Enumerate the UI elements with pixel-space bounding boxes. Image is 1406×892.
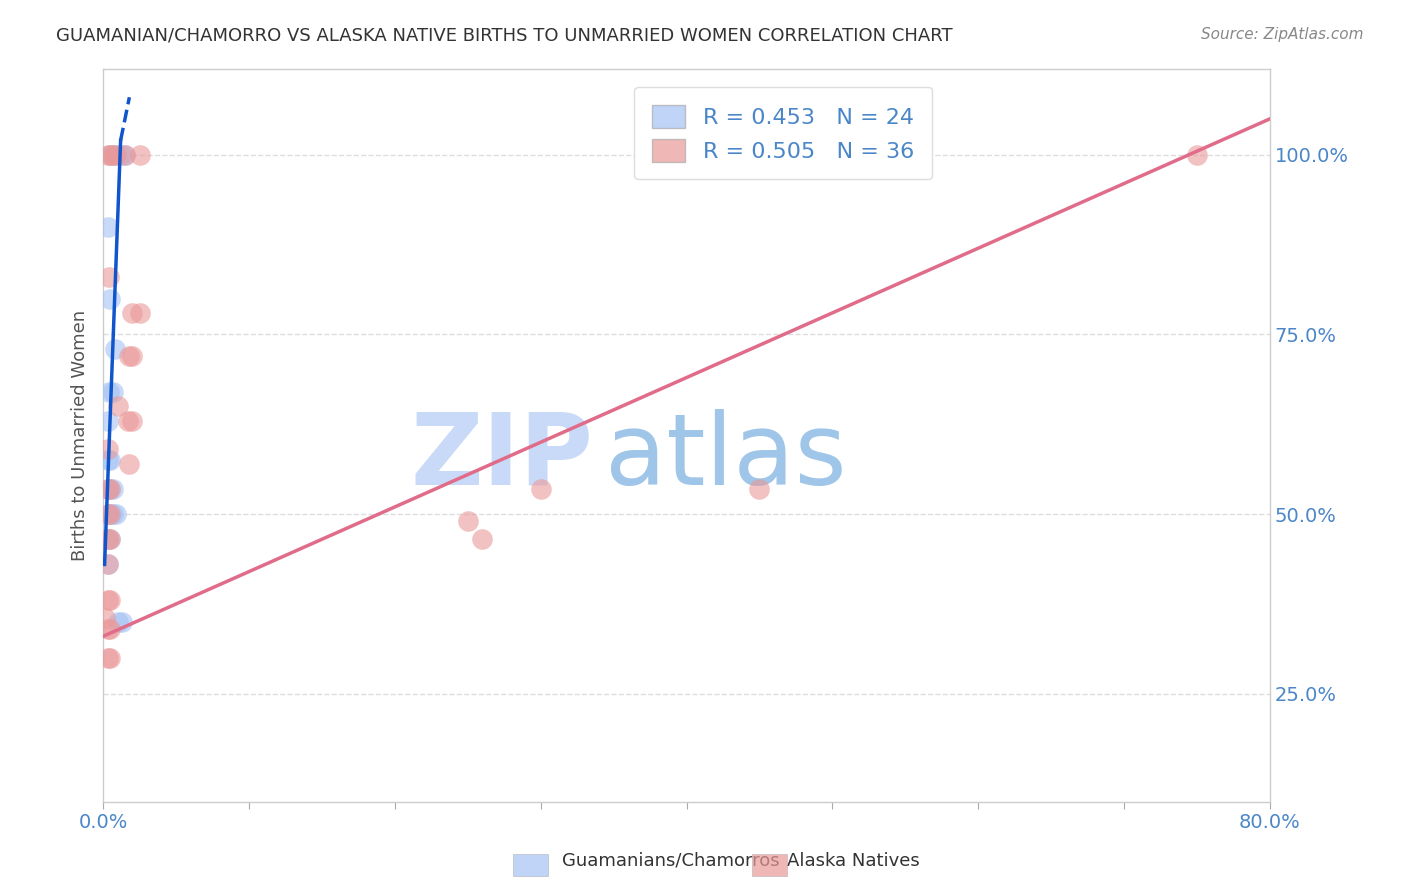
Point [100, 593, 122, 607]
Point [100, 507, 122, 521]
Point [104, 342, 127, 356]
Point [103, 482, 125, 496]
Point [100, 533, 122, 547]
Text: Source: ZipAtlas.com: Source: ZipAtlas.com [1201, 27, 1364, 42]
Point [100, 453, 122, 467]
Point [96, 533, 118, 547]
Point [1185, 148, 1208, 162]
Point [96, 593, 118, 607]
Text: Alaska Natives: Alaska Natives [787, 852, 920, 870]
Point [128, 306, 150, 320]
Point [96, 453, 118, 467]
Point [128, 148, 150, 162]
Point [471, 533, 494, 547]
Point [100, 482, 122, 496]
Point [96, 414, 118, 428]
Point [118, 349, 141, 363]
Point [100, 651, 122, 665]
Text: atlas: atlas [605, 409, 846, 506]
Text: GUAMANIAN/CHAMORRO VS ALASKA NATIVE BIRTHS TO UNMARRIED WOMEN CORRELATION CHART: GUAMANIAN/CHAMORRO VS ALASKA NATIVE BIRT… [56, 27, 953, 45]
Point [105, 148, 128, 162]
Point [114, 148, 136, 162]
Point [107, 615, 129, 629]
Point [105, 507, 128, 521]
Point [96, 622, 118, 636]
Point [96, 507, 118, 521]
Point [530, 482, 553, 496]
Point [97, 269, 120, 284]
Point [96, 148, 118, 162]
Point [118, 457, 141, 471]
Text: ZIP: ZIP [411, 409, 593, 506]
Point [93, 611, 115, 625]
Point [96, 482, 118, 496]
Point [748, 482, 770, 496]
Point [100, 622, 122, 636]
Point [110, 148, 132, 162]
Point [96, 482, 118, 496]
Point [457, 514, 479, 528]
Point [96, 533, 118, 547]
Point [107, 400, 129, 414]
Point [100, 507, 122, 521]
Point [96, 558, 118, 572]
Point [100, 482, 122, 496]
Point [100, 533, 122, 547]
Y-axis label: Births to Unmarried Women: Births to Unmarried Women [72, 310, 89, 560]
Point [103, 384, 125, 399]
Point [96, 219, 118, 234]
Point [104, 148, 127, 162]
Point [103, 507, 125, 521]
Point [121, 414, 143, 428]
Point [117, 414, 139, 428]
Point [97, 384, 120, 399]
Point [114, 148, 136, 162]
Legend: R = 0.453   N = 24, R = 0.505   N = 36: R = 0.453 N = 24, R = 0.505 N = 36 [634, 87, 932, 179]
Point [96, 507, 118, 521]
Point [100, 148, 122, 162]
Point [96, 651, 118, 665]
Point [100, 148, 122, 162]
Point [96, 558, 118, 572]
Point [103, 148, 125, 162]
Point [111, 615, 134, 629]
Point [100, 292, 122, 306]
Text: Guamanians/Chamorros: Guamanians/Chamorros [562, 852, 780, 870]
Point [96, 442, 118, 457]
Point [121, 306, 143, 320]
Point [121, 349, 143, 363]
